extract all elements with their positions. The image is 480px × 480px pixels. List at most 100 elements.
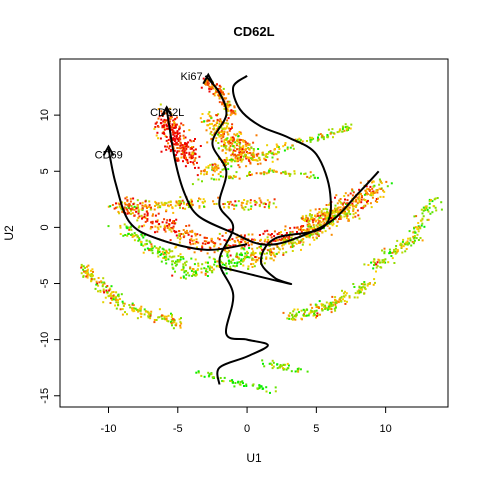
data-point [344,302,347,305]
data-point [296,308,299,311]
data-point [109,288,112,291]
data-point [370,261,373,264]
data-point [409,239,412,242]
data-point [238,257,241,260]
data-point [136,219,139,222]
data-point [351,188,354,191]
data-point [172,130,175,133]
data-point [307,224,310,227]
data-point [226,253,229,256]
data-point [435,209,438,212]
data-point [229,145,232,147]
data-point [206,141,209,144]
data-point [249,174,252,176]
data-point [368,189,371,191]
data-point [208,374,211,377]
data-point [230,136,233,139]
data-point [349,213,352,216]
data-point [324,304,327,307]
data-point [338,211,340,214]
data-point [201,263,204,266]
data-point [234,382,237,384]
data-point [225,137,228,140]
data-point [296,138,299,141]
data-point [295,314,298,316]
data-point [313,312,316,315]
data-point [191,229,194,232]
data-point [193,159,196,162]
data-point [179,142,182,145]
data-point [369,185,372,188]
data-point [275,252,278,255]
data-point [327,305,330,308]
data-point [221,380,224,382]
data-point [338,218,340,220]
data-point [341,211,344,214]
data-point [375,190,378,193]
data-point [90,278,93,281]
data-point [204,273,207,276]
annotation-label: Ki67 [181,71,203,83]
data-point [234,113,237,116]
data-point [128,203,131,206]
data-point [419,219,422,222]
data-point [226,119,229,122]
data-point [214,163,217,166]
data-point [195,238,198,241]
data-point [211,85,214,88]
data-point [182,276,185,279]
data-point [315,232,318,235]
data-point [224,239,227,242]
data-point [119,207,122,210]
data-point [116,298,119,301]
data-point [161,203,164,206]
data-point [245,147,248,150]
data-point [254,201,257,203]
data-point [413,235,416,237]
data-point [242,146,245,149]
data-point [236,154,239,157]
data-point [229,265,232,268]
x-tick-label: 0 [244,423,250,435]
data-point [251,238,253,241]
data-point [174,132,176,135]
data-point [331,214,334,217]
data-point [425,207,428,210]
data-point [245,156,248,159]
data-point [175,200,178,203]
data-point [282,253,285,256]
data-point [247,159,250,162]
data-point [346,214,349,217]
data-point [252,258,255,261]
data-point [206,120,209,123]
data-point [163,118,166,121]
data-point [227,256,230,259]
data-point [363,204,366,207]
data-point [165,253,168,256]
data-point [191,156,194,159]
data-point [199,145,202,147]
data-point [222,135,225,137]
data-point [252,148,255,150]
data-point [383,190,386,193]
data-point [228,142,231,145]
data-point [217,113,220,116]
trajectory-lines [107,74,380,385]
data-point [226,244,229,247]
data-point [237,235,240,238]
data-point [223,239,226,241]
data-point [304,219,307,222]
data-point [333,214,336,217]
data-point [407,237,410,240]
data-point [370,194,373,197]
data-point [228,129,231,132]
data-point [332,136,334,139]
data-point [329,305,332,308]
data-point [316,233,319,236]
data-point [242,158,245,161]
data-point [185,151,188,154]
data-point [272,169,275,172]
data-point [236,143,238,146]
data-point [301,217,304,220]
